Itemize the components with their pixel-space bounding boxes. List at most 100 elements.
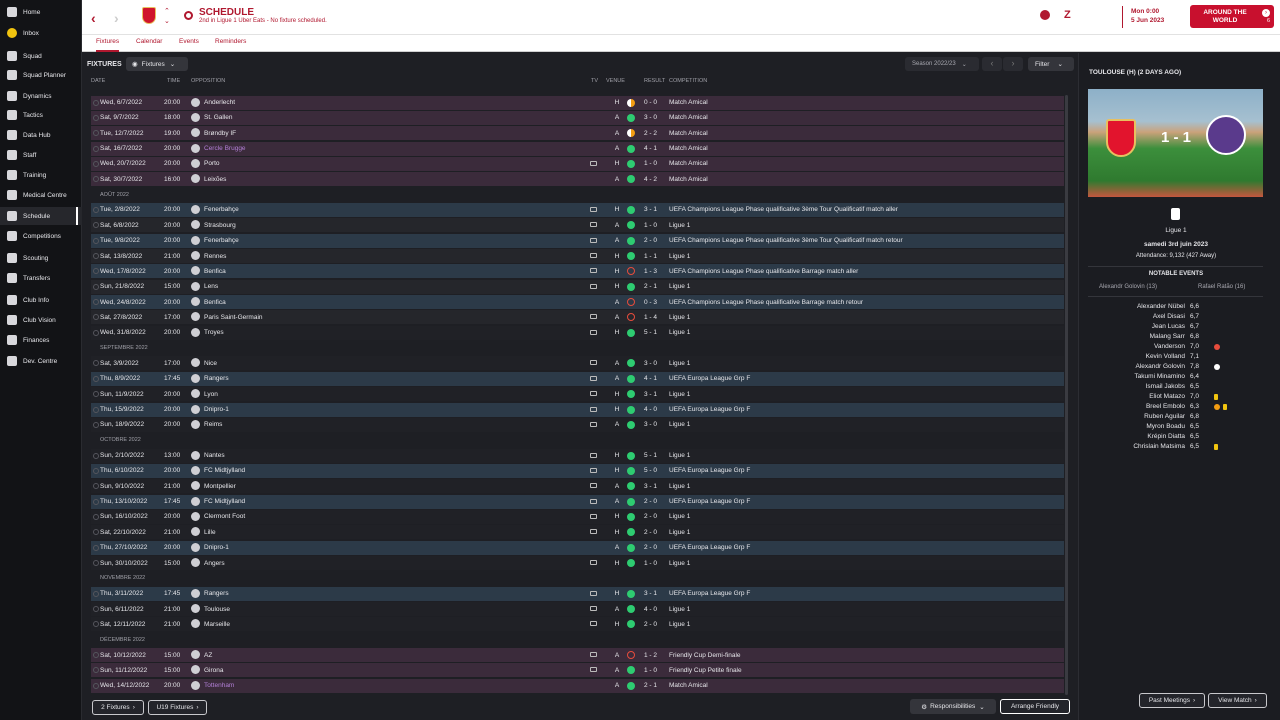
fixture-row[interactable]: Sat, 3/9/2022 17:00 Nice A 3 - 0 Ligue 1 bbox=[91, 356, 1064, 371]
fixture-competition[interactable]: UEFA Champions League Phase qualificativ… bbox=[669, 298, 864, 306]
fixture-competition[interactable]: Ligue 1 bbox=[669, 513, 691, 521]
fixture-row[interactable]: Sat, 30/7/2022 16:00 Leixões A 4 - 2 Match Am… bbox=[91, 172, 1064, 187]
fixture-row[interactable]: Thu, 27/10/2022 20:00 Dnipro-1 A 2 - 0 UEFA E… bbox=[91, 540, 1064, 555]
sidebar-item-tactics[interactable]: Tactics bbox=[0, 106, 82, 124]
fixture-row[interactable]: Sun, 2/10/2022 13:00 Nantes H 5 - 1 Ligue 1 bbox=[91, 448, 1064, 463]
fixture-opponent[interactable]: FC Midtjylland bbox=[204, 498, 246, 506]
fixture-row[interactable]: Sat, 27/8/2022 17:00 Paris Saint-Germain A 1… bbox=[91, 310, 1064, 325]
fixture-row[interactable]: Tue, 2/8/2022 20:00 Fenerbahçe H 3 - 1 UEFA C… bbox=[91, 202, 1064, 217]
player-name[interactable]: Takumi Minamino bbox=[1134, 373, 1185, 380]
fixture-row[interactable]: Sun, 18/9/2022 20:00 Reims A 3 - 0 Ligue 1 bbox=[91, 417, 1064, 432]
fixture-opponent[interactable]: Lille bbox=[204, 528, 216, 536]
player-name[interactable]: Jean Lucas bbox=[1151, 323, 1185, 330]
fixture-opponent[interactable]: Lens bbox=[204, 283, 219, 291]
fixture-competition[interactable]: Ligue 1 bbox=[669, 452, 691, 460]
player-name[interactable]: Alexandr Golovin bbox=[1135, 363, 1186, 370]
fixture-score[interactable]: 2 - 1 bbox=[644, 682, 658, 690]
fixture-score[interactable]: 3 - 1 bbox=[644, 206, 658, 214]
fixture-row[interactable]: Sun, 11/12/2022 15:00 Girona A 1 - 0 Friendly… bbox=[91, 663, 1064, 678]
fixture-opponent[interactable]: Troyes bbox=[204, 329, 224, 337]
fixture-competition[interactable]: Ligue 1 bbox=[669, 605, 691, 613]
fixture-competition[interactable]: Match Amical bbox=[669, 129, 708, 137]
fixture-competition[interactable]: UEFA Champions League Phase qualificativ… bbox=[669, 206, 898, 214]
fixture-opponent[interactable]: Brøndby IF bbox=[204, 129, 237, 137]
fixture-row[interactable]: Thu, 15/9/2022 20:00 Dnipro-1 H 4 - 0 UEFA Eu… bbox=[91, 402, 1064, 417]
col-tv[interactable]: TV bbox=[591, 78, 599, 84]
senior-fixtures-button[interactable]: 2 Fixtures › bbox=[92, 700, 144, 715]
back-icon[interactable]: ‹ bbox=[91, 10, 96, 26]
sidebar-item-inbox[interactable]: Inbox bbox=[0, 24, 82, 42]
fixture-competition[interactable]: Friendly Cup Demi-finale bbox=[669, 651, 741, 659]
fixture-competition[interactable]: Match Amical bbox=[669, 145, 708, 153]
fixture-row[interactable]: Sun, 16/10/2022 20:00 Clermont Foot H 2 - 0 L… bbox=[91, 509, 1064, 524]
player-name[interactable]: Breel Embolo bbox=[1145, 403, 1185, 410]
forward-icon[interactable]: › bbox=[114, 10, 119, 26]
zen-icon[interactable]: Z bbox=[1064, 9, 1071, 21]
fixture-opponent[interactable]: Porto bbox=[204, 160, 220, 168]
fixture-competition[interactable]: Ligue 1 bbox=[669, 252, 691, 260]
sidebar-item-finances[interactable]: Finances bbox=[0, 331, 82, 349]
fixture-score[interactable]: 2 - 2 bbox=[644, 129, 658, 137]
fixture-competition[interactable]: Ligue 1 bbox=[669, 482, 691, 490]
fixture-row[interactable]: Sun, 11/9/2022 20:00 Lyon H 3 - 1 Ligue 1 bbox=[91, 387, 1064, 402]
tab-events[interactable]: Events bbox=[179, 38, 199, 45]
fixture-row[interactable]: Sat, 6/8/2022 20:00 Strasbourg A 1 - 0 Ligue … bbox=[91, 218, 1064, 233]
fixture-opponent[interactable]: Toulouse bbox=[204, 605, 231, 613]
fixture-competition[interactable]: Match Amical bbox=[669, 160, 708, 168]
fixture-score[interactable]: 1 - 0 bbox=[644, 666, 658, 674]
fixture-score[interactable]: 4 - 1 bbox=[644, 145, 658, 153]
col-opposition[interactable]: OPPOSITION bbox=[191, 78, 226, 84]
fixture-competition[interactable]: UEFA Champions League Phase qualificativ… bbox=[669, 237, 903, 245]
sidebar-item-schedule[interactable]: Schedule bbox=[0, 207, 82, 225]
club-crest-icon[interactable] bbox=[142, 7, 156, 24]
fixture-row[interactable]: Sun, 6/11/2022 21:00 Toulouse A 4 - 0 Ligue 1 bbox=[91, 602, 1064, 617]
fixture-score[interactable]: 3 - 0 bbox=[644, 359, 658, 367]
globe-icon[interactable] bbox=[1040, 10, 1050, 20]
fixture-score[interactable]: 3 - 1 bbox=[644, 590, 658, 598]
fixture-row[interactable]: Thu, 8/9/2022 17:45 Rangers A 4 - 1 UEFA Euro… bbox=[91, 371, 1064, 386]
fixture-opponent[interactable]: Clermont Foot bbox=[204, 513, 246, 521]
sidebar-item-scouting[interactable]: Scouting bbox=[0, 249, 82, 267]
season-select[interactable]: Season 2022/23 ⌄ bbox=[905, 57, 979, 71]
sidebar-item-training[interactable]: Training bbox=[0, 166, 82, 184]
filter-button[interactable]: Filter ⌄ bbox=[1028, 57, 1074, 71]
player-name[interactable]: Chrislain Matsima bbox=[1133, 443, 1185, 450]
fixture-opponent[interactable]: Rangers bbox=[204, 375, 229, 383]
col-result[interactable]: RESULT bbox=[644, 78, 666, 84]
fixture-opponent[interactable]: Anderlecht bbox=[204, 99, 236, 106]
responsibilities-button[interactable]: ⚙ Responsibilities ⌄ bbox=[910, 699, 996, 714]
sidebar-item-transfers[interactable]: Transfers bbox=[0, 269, 82, 287]
fixture-opponent[interactable]: Nantes bbox=[204, 452, 225, 460]
fixture-competition[interactable]: Ligue 1 bbox=[669, 329, 691, 337]
fixture-competition[interactable]: Match Amical bbox=[669, 175, 708, 183]
fixture-row[interactable]: Thu, 6/10/2022 20:00 FC Midtjylland H 5 - 0 U… bbox=[91, 463, 1064, 478]
fixture-row[interactable]: Tue, 12/7/2022 19:00 Brøndby IF A 2 - 2 Match… bbox=[91, 126, 1064, 141]
fixture-opponent[interactable]: Paris Saint-Germain bbox=[204, 313, 263, 321]
fixture-row[interactable]: Sat, 16/7/2022 20:00 Cercle Brugge A 4 - 1 Ma… bbox=[91, 141, 1064, 156]
fixture-row[interactable]: Wed, 31/8/2022 20:00 Troyes H 5 - 1 Ligue 1 bbox=[91, 325, 1064, 340]
fixture-row[interactable]: Wed, 20/7/2022 20:00 Porto H 1 - 0 Match Amic… bbox=[91, 156, 1064, 171]
fixture-row[interactable]: Thu, 13/10/2022 17:45 FC Midtjylland A 2 - 0… bbox=[91, 494, 1064, 509]
tab-fixtures[interactable]: Fixtures bbox=[96, 38, 120, 52]
fixture-opponent[interactable]: Rennes bbox=[204, 252, 227, 260]
u19-fixtures-button[interactable]: U19 Fixtures › bbox=[148, 700, 207, 715]
fixture-score[interactable]: 5 - 1 bbox=[644, 452, 658, 460]
fixture-opponent[interactable]: Leixões bbox=[204, 175, 227, 183]
fixture-competition[interactable]: UEFA Europa League Grp F bbox=[669, 590, 751, 598]
fixture-competition[interactable]: Ligue 1 bbox=[669, 559, 691, 567]
fixture-opponent[interactable]: Nice bbox=[204, 359, 218, 367]
fixture-competition[interactable]: Friendly Cup Petite finale bbox=[669, 666, 742, 674]
player-name[interactable]: Myron Boadu bbox=[1146, 423, 1185, 430]
player-name[interactable]: Ismail Jakobs bbox=[1145, 383, 1185, 390]
search-icon[interactable] bbox=[184, 11, 193, 20]
fixture-row[interactable]: Thu, 3/11/2022 17:45 Rangers H 3 - 1 UEFA Eur… bbox=[91, 586, 1064, 601]
sidebar-item-staff[interactable]: Staff bbox=[0, 146, 82, 164]
player-name[interactable]: Krépin Diatta bbox=[1147, 433, 1185, 440]
fixture-score[interactable]: 5 - 1 bbox=[644, 329, 658, 337]
fixture-opponent[interactable]: St. Gallen bbox=[204, 114, 233, 122]
col-date[interactable]: DATE bbox=[91, 78, 106, 84]
fixture-score[interactable]: 3 - 1 bbox=[644, 482, 658, 490]
fixture-opponent[interactable]: Lyon bbox=[204, 390, 218, 398]
col-time[interactable]: TIME bbox=[167, 78, 181, 84]
view-dropdown[interactable]: ◉ Fixtures ⌄ bbox=[126, 57, 188, 71]
